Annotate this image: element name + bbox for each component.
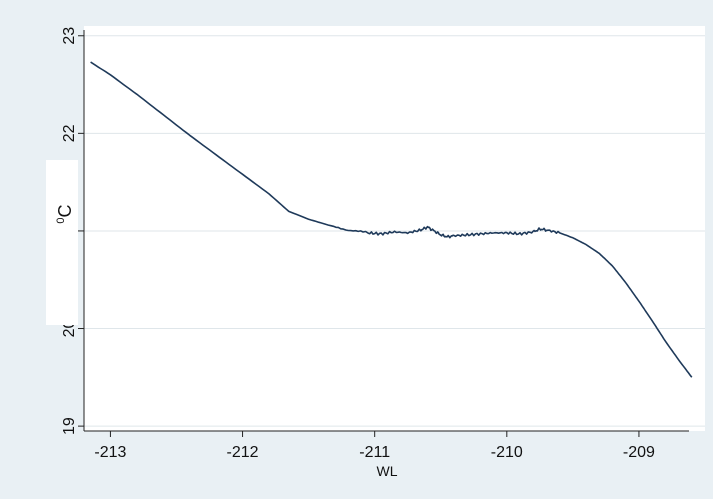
plot-area bbox=[84, 26, 705, 431]
y-axis-title: 0C bbox=[41, 201, 81, 227]
y-axis-label-box bbox=[46, 160, 78, 325]
axes bbox=[78, 30, 689, 437]
y-tick-label-0: 19 bbox=[61, 417, 78, 435]
x-tick-label-4: -209 bbox=[623, 444, 655, 461]
x-tick-label-0: -213 bbox=[94, 444, 126, 461]
x-tick-label-2: -211 bbox=[359, 444, 390, 461]
y-tick-label-4: 23 bbox=[61, 27, 78, 45]
y-tick-label-3: 22 bbox=[61, 124, 78, 142]
series-layer bbox=[90, 61, 693, 378]
y-axis-title-superscript: 0 bbox=[55, 217, 67, 224]
series-line-0 bbox=[90, 61, 693, 378]
x-tick-label-3: -210 bbox=[491, 444, 523, 461]
x-axis-title: WL bbox=[377, 463, 398, 479]
x-tick-label-1: -212 bbox=[227, 444, 259, 461]
y-axis-title-unit: C bbox=[55, 204, 75, 218]
